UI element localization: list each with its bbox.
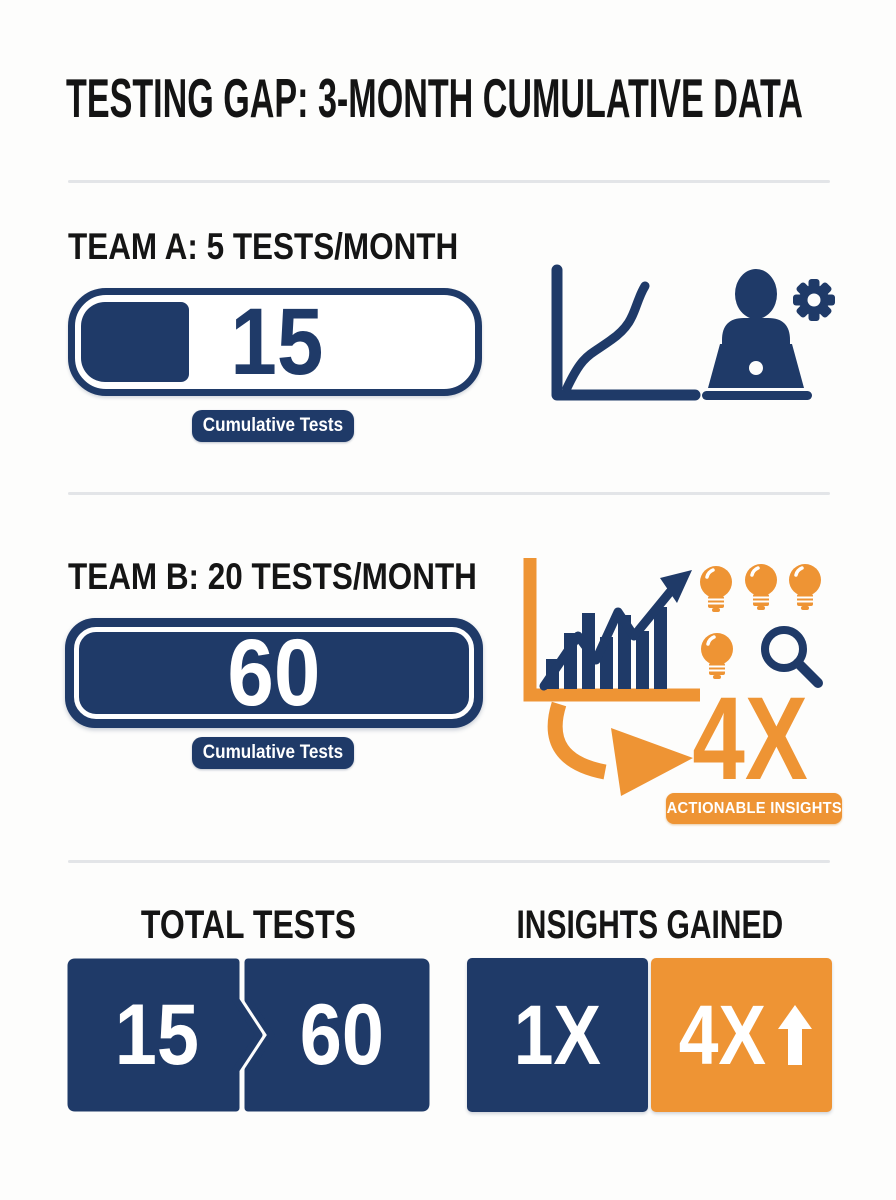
lightbulb-icon	[745, 564, 777, 610]
total-before-box	[67, 958, 263, 1112]
team-a-heading: TEAM A: 5 TESTS/MONTH	[68, 226, 459, 267]
insights-after-box: 4X	[651, 958, 832, 1112]
lightbulb-icon	[701, 633, 733, 679]
lightbulb-icon	[789, 564, 821, 610]
total-tests-comparison: 15 60	[67, 958, 430, 1112]
person-shoulders	[722, 318, 790, 346]
divider	[68, 860, 830, 863]
insights-multiplier: 4X	[692, 673, 808, 805]
curved-arrow-icon	[547, 701, 693, 796]
total-before-value: 15	[114, 986, 200, 1083]
team-b-heading: TEAM B: 20 TESTS/MONTH	[68, 556, 477, 597]
divider	[68, 492, 830, 495]
analyst-laptop-icon	[702, 269, 835, 400]
team-a-progress-bar: 15	[68, 288, 482, 396]
team-a-cumulative-badge: Cumulative Tests	[192, 410, 354, 442]
total-after-box	[244, 958, 430, 1112]
page-title: TESTING GAP: 3-MONTH CUMULATIVE DATA	[66, 67, 803, 129]
team-b-cumulative-badge: Cumulative Tests	[192, 737, 354, 769]
total-after-value: 60	[299, 986, 385, 1083]
laptop-base	[702, 391, 812, 400]
team-b-progress-bar: 60	[65, 618, 483, 728]
insights-comparison: 1X 4X	[467, 958, 832, 1112]
team-a-cumulative-value: 15	[230, 288, 324, 395]
insights-before-box: 1X	[467, 958, 648, 1112]
lightbulb-icon	[700, 566, 732, 612]
team-a-progress-fill	[81, 302, 189, 382]
team-b-bar-inner-ring	[74, 627, 474, 719]
total-tests-boxes	[67, 958, 430, 1112]
insights-gained-heading: INSIGHTS GAINED	[516, 903, 783, 947]
up-arrow-icon	[777, 1005, 812, 1065]
person-head	[735, 269, 777, 319]
bar-chart-growth-icon	[523, 558, 700, 702]
team-b-cumulative-value: 60	[227, 619, 321, 726]
total-tests-heading: TOTAL TESTS	[140, 903, 357, 947]
growth-curve-icon	[551, 264, 701, 401]
actionable-insights-badge: ACTIONABLE INSIGHTS	[666, 793, 842, 824]
gear-icon	[793, 279, 835, 321]
divider	[68, 180, 830, 183]
team-b-icons	[523, 558, 823, 702]
magnifier-icon	[761, 626, 823, 688]
